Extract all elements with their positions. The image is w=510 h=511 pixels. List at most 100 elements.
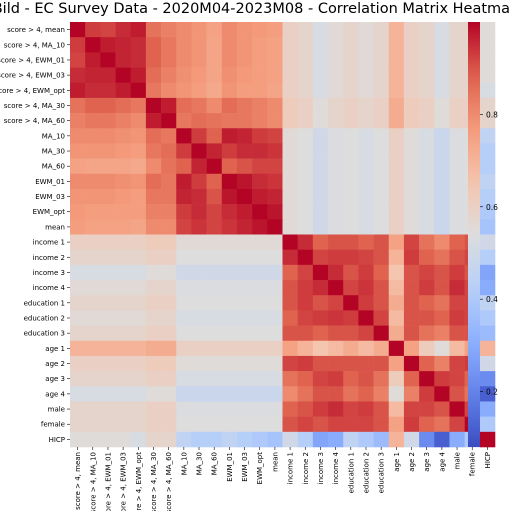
heatmap-cell	[449, 204, 465, 220]
y-tick-label: education 2	[24, 314, 65, 322]
heatmap-cell	[479, 52, 496, 68]
heatmap-cell	[115, 188, 132, 205]
heatmap-cell	[434, 310, 450, 326]
heatmap-cell	[434, 325, 450, 342]
heatmap-cell	[115, 355, 132, 372]
heatmap-cell	[206, 234, 223, 250]
x-tick-label: age 3	[423, 452, 431, 472]
heatmap-cell	[161, 295, 177, 311]
heatmap-cell	[312, 113, 329, 129]
heatmap-cell	[252, 128, 268, 144]
heatmap-cell	[343, 204, 359, 220]
x-tick-label: age 4	[438, 451, 446, 471]
heatmap-cell	[449, 143, 465, 159]
heatmap-cell	[70, 280, 86, 296]
heatmap-cell	[206, 401, 223, 417]
heatmap-cell	[191, 249, 207, 266]
heatmap-cell	[236, 67, 253, 84]
heatmap-cell	[191, 416, 207, 433]
heatmap-cell	[282, 188, 298, 205]
heatmap-cell	[191, 52, 207, 68]
heatmap-cell	[145, 173, 162, 190]
heatmap-cell	[115, 158, 132, 175]
heatmap-cell	[236, 416, 253, 433]
heatmap-cell	[161, 97, 177, 114]
heatmap-cell	[373, 355, 390, 372]
heatmap-cell	[100, 325, 116, 342]
heatmap-cell	[236, 386, 253, 402]
heatmap-cell	[358, 416, 374, 433]
heatmap-cell	[100, 128, 116, 144]
x-tick-label: score > 4, MA_60	[165, 452, 173, 511]
heatmap-cell	[343, 158, 359, 175]
heatmap-cell	[434, 143, 450, 159]
heatmap-cell	[161, 234, 177, 250]
heatmap-cell	[100, 234, 116, 250]
heatmap-cell	[191, 67, 207, 84]
heatmap-cell	[388, 431, 405, 448]
heatmap-cell	[267, 416, 283, 433]
heatmap-cell	[100, 340, 116, 357]
heatmap-cell	[282, 264, 298, 281]
heatmap-cell	[85, 67, 101, 84]
heatmap-cell	[343, 401, 359, 417]
heatmap-cell	[252, 22, 268, 38]
heatmap-cell	[373, 82, 390, 99]
heatmap-cell	[434, 204, 450, 220]
heatmap-cell	[161, 22, 177, 38]
heatmap-cell	[358, 280, 374, 296]
heatmap-cell	[161, 204, 177, 220]
x-tick-label: score > 4, EWM_03	[120, 452, 128, 511]
heatmap-cell	[358, 386, 374, 402]
heatmap-cell	[328, 386, 344, 402]
heatmap-cell	[312, 401, 329, 417]
x-tick-label: age 2	[408, 452, 416, 472]
heatmap-cell	[115, 219, 132, 235]
heatmap-cell	[267, 355, 283, 372]
heatmap-cell	[115, 67, 132, 84]
heatmap-cell	[449, 234, 465, 250]
heatmap-cell	[358, 143, 374, 159]
heatmap-cell	[297, 97, 314, 114]
heatmap-cell	[130, 401, 147, 417]
heatmap-cell	[358, 37, 374, 53]
heatmap-cell	[176, 431, 192, 448]
heatmap-cell	[100, 82, 116, 99]
heatmap-cell	[297, 143, 314, 159]
heatmap-cell	[343, 219, 359, 235]
heatmap-cell	[130, 204, 147, 220]
heatmap-cell	[403, 204, 420, 220]
heatmap-cell	[236, 52, 253, 68]
heatmap-cell	[312, 431, 329, 448]
heatmap-cell	[403, 340, 420, 357]
heatmap-cell	[479, 264, 496, 281]
heatmap-cell	[358, 249, 374, 266]
heatmap-cell	[176, 234, 192, 250]
heatmap-cell	[479, 22, 496, 38]
heatmap-cell	[236, 264, 253, 281]
heatmap-cell	[176, 386, 192, 402]
y-tick-label: MA_10	[42, 132, 65, 140]
heatmap-cell	[206, 431, 223, 448]
heatmap-cell	[221, 128, 238, 144]
heatmap-cell	[297, 219, 314, 235]
heatmap-cell	[161, 143, 177, 159]
heatmap-cell	[267, 113, 283, 129]
heatmap-cell	[312, 371, 329, 387]
heatmap-cell	[328, 355, 344, 372]
heatmap-cell	[479, 340, 496, 357]
heatmap-cell	[449, 22, 465, 38]
heatmap-cell	[373, 295, 390, 311]
heatmap-cell	[145, 295, 162, 311]
heatmap-cell	[145, 280, 162, 296]
heatmap-cell	[373, 340, 390, 357]
colorbar	[468, 22, 480, 447]
heatmap-cell	[252, 52, 268, 68]
heatmap-cell	[419, 219, 435, 235]
heatmap-cell	[328, 37, 344, 53]
heatmap-cell	[85, 401, 101, 417]
heatmap-cell	[252, 280, 268, 296]
heatmap-cell	[130, 22, 147, 38]
heatmap-cell	[373, 113, 390, 129]
heatmap-cell	[236, 82, 253, 99]
